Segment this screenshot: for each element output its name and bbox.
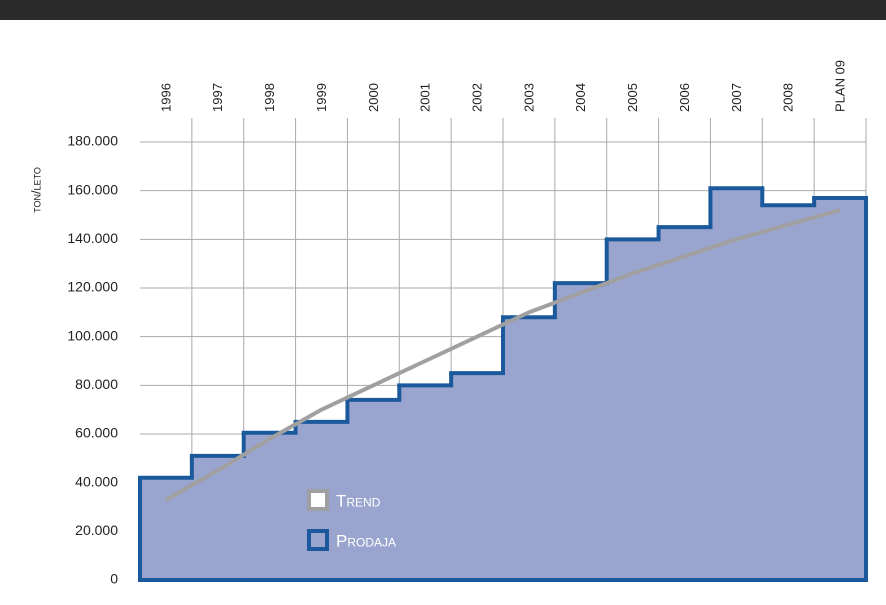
area-step <box>451 373 503 580</box>
area-step <box>606 239 659 581</box>
x-tick-label: 2005 <box>625 83 640 112</box>
legend-swatch <box>307 529 329 551</box>
area-step <box>347 399 400 580</box>
x-tick-label: 2002 <box>470 83 485 112</box>
x-tick-label: 1997 <box>210 83 225 112</box>
y-tick-label: 180.000 <box>67 133 118 149</box>
x-tick-label: 1996 <box>158 83 173 112</box>
y-tick-label: 60.000 <box>75 425 118 441</box>
area-step <box>814 197 866 580</box>
x-tick-label: 1998 <box>262 83 277 112</box>
y-tick-label: 40.000 <box>75 473 118 489</box>
y-tick-label: 140.000 <box>67 230 118 246</box>
x-tick-label: 2006 <box>677 83 692 112</box>
area-step <box>399 385 452 580</box>
y-tick-label: 0 <box>110 571 118 587</box>
x-tick-label: PLAN 09 <box>833 60 848 112</box>
y-tick-label: 160.000 <box>67 181 118 197</box>
y-tick-label: 100.000 <box>67 327 118 343</box>
y-tick-label: 120.000 <box>67 279 118 295</box>
y-tick-label: 20.000 <box>75 522 118 538</box>
x-tick-label: 1999 <box>314 83 329 112</box>
area-step <box>191 455 244 580</box>
x-tick-label: 2001 <box>418 83 433 112</box>
x-tick-label: 2007 <box>729 83 744 112</box>
area-step <box>554 283 607 580</box>
area-step <box>140 477 192 580</box>
trend-line <box>164 208 841 502</box>
legend-swatch <box>307 489 329 511</box>
x-tick-label: 2000 <box>366 83 381 112</box>
legend-label: Trend <box>336 491 381 510</box>
x-tick-label: 2003 <box>521 83 536 112</box>
area-step <box>243 432 296 580</box>
y-axis-label: ton/leto <box>28 167 43 213</box>
area-step <box>658 227 711 580</box>
x-tick-label: 2004 <box>573 83 588 112</box>
area-step <box>762 205 815 580</box>
area-step <box>503 317 555 580</box>
y-tick-label: 80.000 <box>75 376 118 392</box>
x-tick-label: 2008 <box>781 83 796 112</box>
top-bar <box>0 0 886 20</box>
legend-label: Prodaja <box>336 531 396 550</box>
area-step <box>710 188 763 580</box>
